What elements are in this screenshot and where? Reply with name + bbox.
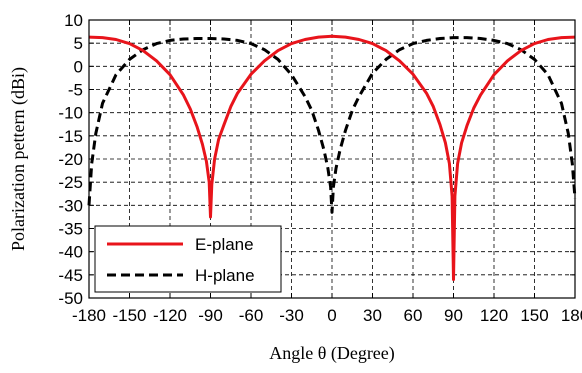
y-tick-label: -10 bbox=[58, 104, 83, 123]
series-layer bbox=[87, 34, 577, 281]
x-tick-label: -30 bbox=[279, 306, 304, 325]
x-axis-title: Angle θ (Degree) bbox=[269, 343, 395, 364]
x-tick-label: -120 bbox=[153, 306, 187, 325]
y-tick-label: -45 bbox=[58, 266, 83, 285]
x-tick-label: -180 bbox=[72, 306, 106, 325]
series-line-e-plane bbox=[88, 34, 576, 281]
series-line-h-plane bbox=[87, 36, 577, 214]
y-tick-label: -20 bbox=[58, 150, 83, 169]
y-tick-label: -5 bbox=[68, 81, 83, 100]
x-tick-label: 180 bbox=[561, 306, 582, 325]
x-tick-label: -150 bbox=[112, 306, 146, 325]
x-tick-label: 120 bbox=[480, 306, 508, 325]
y-tick-label: -30 bbox=[58, 196, 83, 215]
legend-label-h-plane: H-plane bbox=[195, 266, 255, 285]
x-tick-label: 90 bbox=[444, 306, 463, 325]
legend: E-plane H-plane bbox=[94, 225, 282, 293]
y-tick-label: -25 bbox=[58, 173, 83, 192]
y-tick-label: 10 bbox=[64, 11, 83, 30]
y-tick-label: 5 bbox=[74, 34, 83, 53]
y-tick-label: -50 bbox=[58, 289, 83, 308]
x-tick-label: -90 bbox=[198, 306, 223, 325]
x-tick-label: 150 bbox=[520, 306, 548, 325]
legend-box bbox=[94, 225, 282, 293]
x-tick-label: -60 bbox=[239, 306, 264, 325]
y-tick-label: -40 bbox=[58, 243, 83, 262]
legend-label-e-plane: E-plane bbox=[195, 235, 254, 254]
x-tick-label: 30 bbox=[363, 306, 382, 325]
y-tick-label: 0 bbox=[74, 57, 83, 76]
x-tick-label: 0 bbox=[327, 306, 336, 325]
y-tick-label: -15 bbox=[58, 127, 83, 146]
y-tick-label: -35 bbox=[58, 220, 83, 239]
x-tick-label: 60 bbox=[404, 306, 423, 325]
y-axis-title: Polarization pettern (dBi) bbox=[8, 67, 29, 251]
tick-layer: -180-150-120-90-60-300306090120150180105… bbox=[58, 11, 582, 325]
